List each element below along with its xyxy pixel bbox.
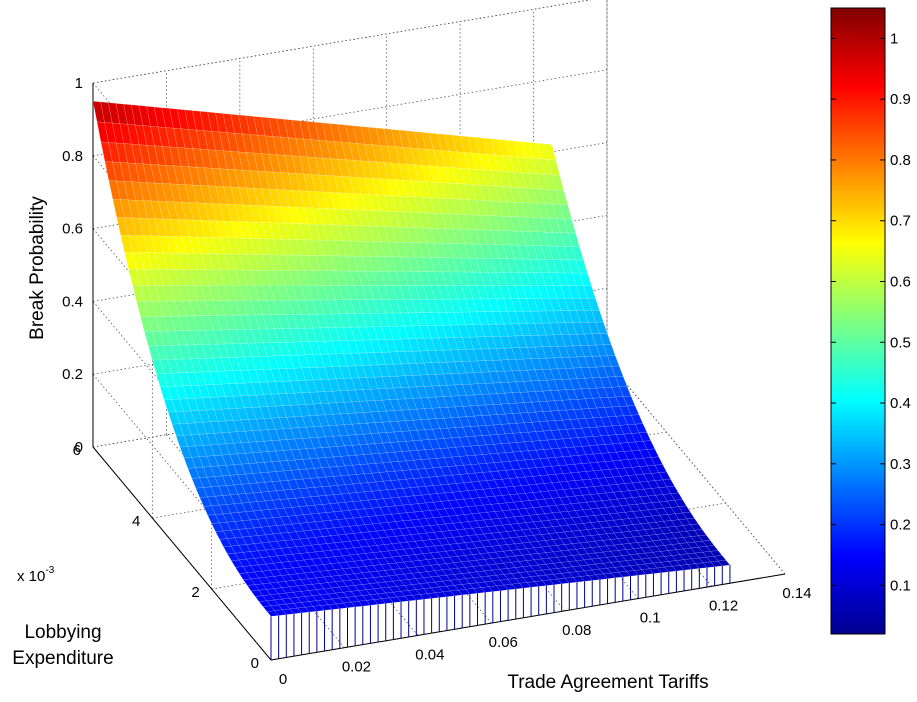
z-axis-label: Break Probability <box>27 196 48 340</box>
surface-patch <box>587 297 600 311</box>
z-tick-label: 0.2 <box>62 366 83 383</box>
colorbar-tick-label: 0.5 <box>890 334 911 351</box>
z-tick-label: 0.6 <box>62 221 83 238</box>
y-tick-label: 0 <box>251 655 259 672</box>
surface-patch <box>563 218 576 234</box>
surface-patch <box>678 505 691 514</box>
x-axis-label: Trade Agreement Tariffs <box>507 672 708 693</box>
y-axis-exponent: x 10-3 <box>17 565 55 585</box>
colorbar-tick-label: 0.1 <box>890 577 911 594</box>
surface-patch <box>551 174 565 191</box>
z-tick-label: 0.4 <box>62 293 83 310</box>
x-tick-label: 0.14 <box>782 585 811 602</box>
x-tick-label: 0.02 <box>342 659 371 676</box>
surface-patch <box>666 485 679 494</box>
colorbar-tick-label: 0.4 <box>890 395 911 412</box>
colorbar-tick-label: 1 <box>890 30 898 47</box>
z-tick-label: 0.8 <box>62 148 83 165</box>
y-tick-label: 4 <box>132 513 140 530</box>
z-tick-label: 1 <box>75 75 83 92</box>
colorbar-tick-label: 0.2 <box>890 517 911 534</box>
surface-patch <box>627 405 640 416</box>
y-axis-label-line2: Expenditure <box>12 648 113 669</box>
x-tick-label: 0.08 <box>562 622 591 639</box>
x-tick-label: 0.12 <box>709 597 738 614</box>
surface-patch <box>638 432 652 442</box>
colorbar-tick-label: 0.3 <box>890 456 911 473</box>
surface-patch <box>571 246 584 261</box>
surface-patch <box>623 395 636 407</box>
surface-patch <box>682 511 695 520</box>
y-axis-label-line1: Lobbying <box>24 622 101 643</box>
surface <box>92 100 731 660</box>
x-tick-label: 0.06 <box>489 634 518 651</box>
z-tick-label: 0 <box>75 439 83 456</box>
colorbar-tick-label: 0.6 <box>890 273 911 290</box>
surface-patch <box>544 143 557 161</box>
x-tick-label: 0.1 <box>640 610 661 627</box>
surface-patch <box>559 204 572 220</box>
colorbar-tick-label: 0.7 <box>890 213 911 230</box>
surface-patch <box>615 376 628 388</box>
colorbar-tick-label: 0.8 <box>890 152 911 169</box>
colorbar-tick-label: 0.9 <box>890 91 911 108</box>
x-tick-label: 0.04 <box>415 646 444 663</box>
surface-patch <box>611 365 624 377</box>
surface-patch <box>674 499 687 507</box>
y-tick-label: 2 <box>191 584 199 601</box>
surface-patch <box>654 464 667 473</box>
colorbar <box>830 7 886 635</box>
surface-patch <box>547 159 561 176</box>
surface-patch <box>555 189 569 206</box>
x-tick-label: 0 <box>279 671 287 688</box>
